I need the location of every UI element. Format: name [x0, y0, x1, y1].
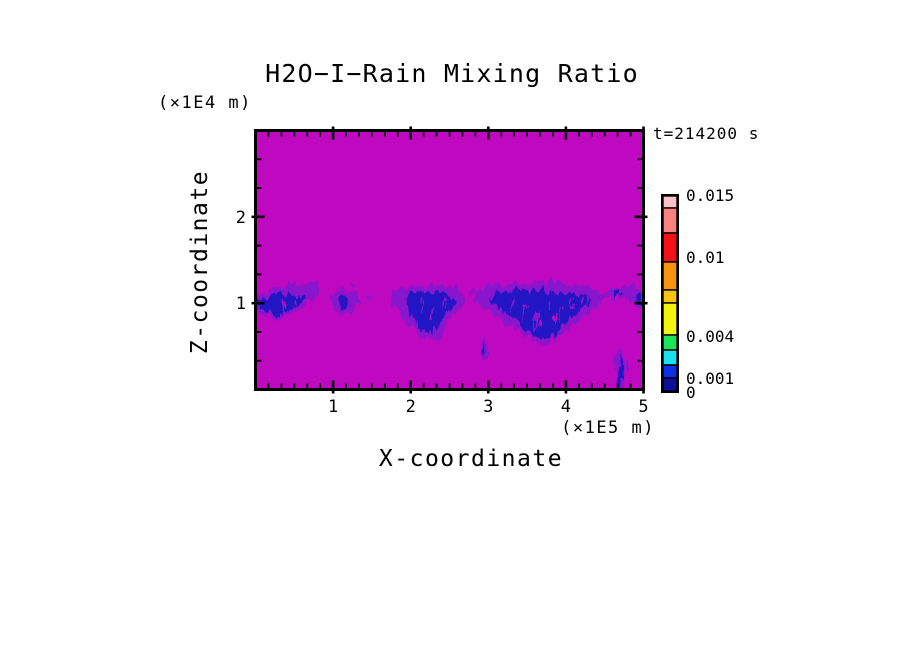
core-texture-streaks	[283, 297, 586, 329]
colorbar-swatch-green	[662, 334, 678, 351]
time-annotation: t=214200 s	[653, 124, 759, 143]
rain-field-contours	[257, 280, 642, 388]
plot-frame	[254, 129, 645, 391]
rain-core-band	[257, 288, 642, 388]
colorbar-swatch-yellow	[662, 302, 678, 336]
z-tick-labels: 12	[236, 208, 246, 314]
z-axis-label: Z-coordinate	[187, 170, 213, 354]
colorbar-swatch-blue	[662, 364, 678, 379]
colorbar-label: 0.015	[686, 186, 734, 205]
z-axis-unit: (×1E4 m)	[158, 93, 252, 113]
z-tick-label: 1	[236, 294, 246, 314]
colorbar-swatch-red	[662, 232, 678, 263]
x-tick-label: 4	[561, 397, 571, 417]
colorbar-swatch-salmon	[662, 207, 678, 234]
colorbar-label: 0.001	[686, 369, 734, 388]
colorbar-swatch-light-pink	[662, 195, 678, 209]
colorbar-swatch-amber	[662, 289, 678, 304]
x-tick-label: 1	[328, 397, 338, 417]
colorbar-label: 0	[686, 383, 696, 402]
axis-ticks	[251, 126, 648, 394]
colorbar-border	[661, 194, 679, 393]
x-tick-labels: 1 2 3 4 5	[328, 397, 649, 417]
colorbar-label: 0.004	[686, 327, 734, 346]
colorbar-swatch-navy	[662, 377, 678, 392]
chart-title: H2O−I−Rain Mixing Ratio	[265, 59, 639, 88]
x-tick-label: 2	[406, 397, 416, 417]
x-axis-label: X-coordinate	[379, 446, 563, 472]
x-axis-unit: (×1E5 m)	[561, 418, 655, 438]
colorbar-swatch-orange	[662, 261, 678, 291]
colorbar-swatch-cyan	[662, 349, 678, 366]
x-tick-label: 5	[638, 397, 648, 417]
z-tick-label: 2	[236, 208, 246, 228]
x-tick-label: 3	[483, 397, 493, 417]
colorbar-segments	[662, 195, 678, 392]
colorbar-label: 0.01	[686, 248, 725, 267]
field-background	[255, 130, 644, 390]
